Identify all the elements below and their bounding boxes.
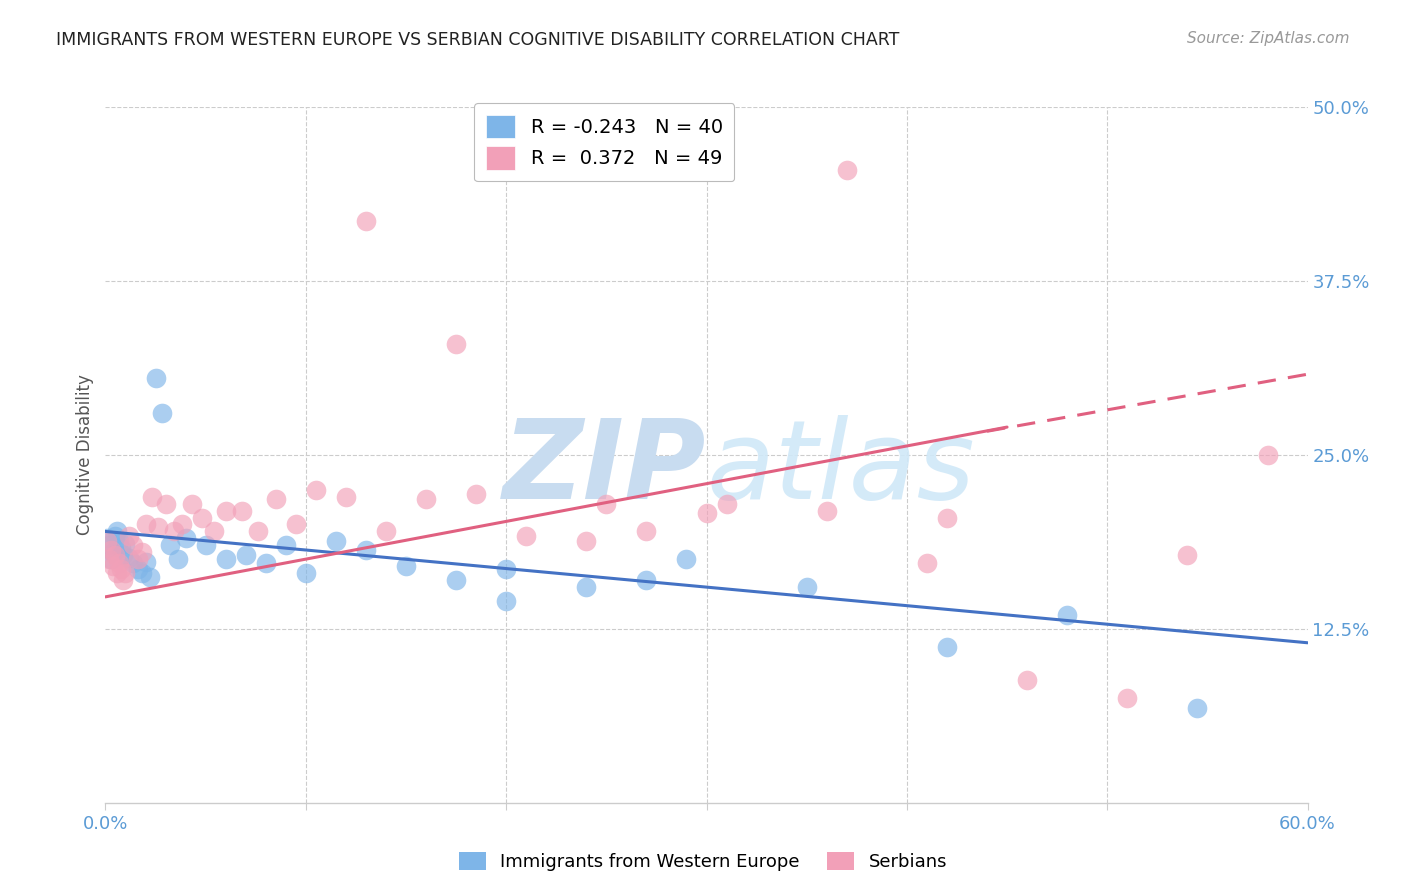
Point — [104, 548, 127, 562]
Point — [141, 490, 163, 504]
Point — [1187, 701, 1209, 715]
Point — [150, 406, 173, 420]
Point — [131, 545, 153, 559]
Point — [1056, 607, 1078, 622]
Point — [936, 640, 959, 654]
Point — [415, 492, 437, 507]
Point — [374, 524, 398, 539]
Point — [1017, 673, 1039, 688]
Point — [495, 594, 517, 608]
Point — [110, 562, 132, 576]
Point — [325, 534, 347, 549]
Point — [936, 510, 959, 524]
Point — [235, 548, 257, 562]
Point — [159, 538, 181, 552]
Point — [194, 538, 217, 552]
Point — [122, 557, 145, 571]
Point — [103, 559, 125, 574]
Point — [495, 562, 517, 576]
Point — [108, 557, 131, 571]
Point — [118, 550, 141, 565]
Point — [444, 573, 467, 587]
Point — [100, 552, 122, 566]
Y-axis label: Cognitive Disability: Cognitive Disability — [76, 375, 94, 535]
Point — [170, 517, 193, 532]
Point — [815, 503, 838, 517]
Point — [444, 336, 467, 351]
Point — [214, 552, 236, 566]
Point — [231, 503, 253, 517]
Point — [118, 528, 141, 542]
Point — [214, 503, 236, 517]
Point — [575, 534, 598, 549]
Point — [465, 487, 488, 501]
Point — [1177, 548, 1199, 562]
Point — [103, 545, 125, 559]
Point — [98, 552, 121, 566]
Point — [274, 538, 297, 552]
Point — [155, 497, 177, 511]
Point — [295, 566, 318, 581]
Point — [96, 534, 118, 549]
Point — [114, 566, 136, 581]
Point — [112, 573, 135, 587]
Point — [138, 570, 160, 584]
Point — [107, 566, 129, 581]
Point — [246, 524, 269, 539]
Point — [104, 528, 127, 542]
Text: Source: ZipAtlas.com: Source: ZipAtlas.com — [1187, 31, 1350, 46]
Point — [145, 371, 167, 385]
Text: atlas: atlas — [707, 416, 976, 523]
Point — [915, 557, 938, 571]
Point — [146, 520, 169, 534]
Point — [110, 541, 132, 556]
Point — [98, 538, 121, 552]
Point — [796, 580, 818, 594]
Point — [127, 552, 149, 566]
Point — [162, 524, 184, 539]
Point — [1257, 448, 1279, 462]
Point — [354, 542, 377, 557]
Point — [595, 497, 617, 511]
Point — [636, 573, 658, 587]
Point — [96, 532, 118, 546]
Point — [202, 524, 225, 539]
Point — [515, 528, 537, 542]
Point — [395, 559, 418, 574]
Point — [675, 552, 697, 566]
Point — [114, 537, 136, 551]
Point — [135, 555, 157, 569]
Point — [264, 492, 287, 507]
Point — [100, 542, 122, 557]
Point — [305, 483, 328, 497]
Point — [131, 566, 153, 581]
Point — [135, 517, 157, 532]
Point — [166, 552, 188, 566]
Point — [254, 557, 277, 571]
Point — [1116, 691, 1139, 706]
Point — [335, 490, 357, 504]
Point — [174, 532, 197, 546]
Point — [835, 162, 858, 177]
Point — [190, 510, 212, 524]
Point — [107, 524, 129, 539]
Text: IMMIGRANTS FROM WESTERN EUROPE VS SERBIAN COGNITIVE DISABILITY CORRELATION CHART: IMMIGRANTS FROM WESTERN EUROPE VS SERBIA… — [56, 31, 900, 49]
Point — [575, 580, 598, 594]
Point — [112, 548, 135, 562]
Point — [122, 538, 145, 552]
Point — [716, 497, 738, 511]
Point — [696, 507, 718, 521]
Point — [284, 517, 307, 532]
Point — [636, 524, 658, 539]
Legend: R = -0.243   N = 40, R =  0.372   N = 49: R = -0.243 N = 40, R = 0.372 N = 49 — [474, 103, 734, 181]
Text: ZIP: ZIP — [503, 416, 707, 523]
Point — [180, 497, 202, 511]
Point — [108, 534, 131, 549]
Legend: Immigrants from Western Europe, Serbians: Immigrants from Western Europe, Serbians — [451, 845, 955, 879]
Point — [354, 214, 377, 228]
Point — [127, 562, 149, 576]
